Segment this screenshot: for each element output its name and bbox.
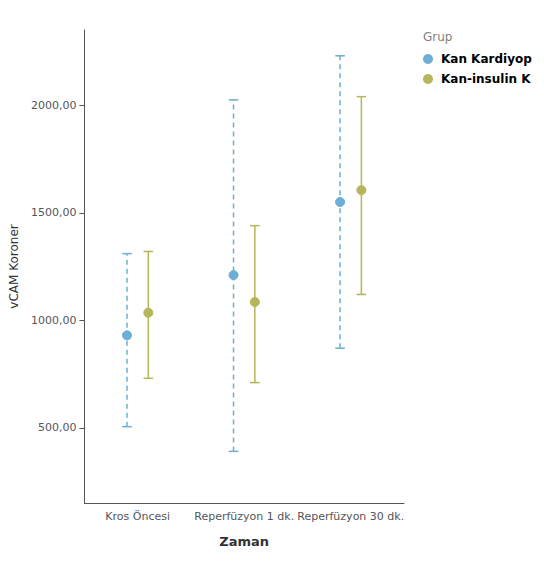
svg-text:500,00: 500,00 — [38, 421, 77, 434]
svg-text:1000,00: 1000,00 — [31, 314, 77, 327]
svg-text:Kan Kardiyop: Kan Kardiyop — [441, 52, 532, 66]
svg-text:Reperfüzyon 30 dk.: Reperfüzyon 30 dk. — [297, 510, 404, 523]
svg-text:vCAM Koroner: vCAM Koroner — [7, 224, 21, 308]
svg-text:Grup: Grup — [423, 30, 452, 44]
svg-text:2000,00: 2000,00 — [31, 99, 77, 112]
svg-text:Kros Öncesi: Kros Öncesi — [105, 510, 170, 523]
svg-text:Kan-insulin K: Kan-insulin K — [441, 72, 531, 86]
svg-text:Reperfüzyon 1 dk.: Reperfüzyon 1 dk. — [194, 510, 294, 523]
svg-text:Zaman: Zaman — [219, 534, 269, 549]
svg-text:1500,00: 1500,00 — [31, 206, 77, 219]
